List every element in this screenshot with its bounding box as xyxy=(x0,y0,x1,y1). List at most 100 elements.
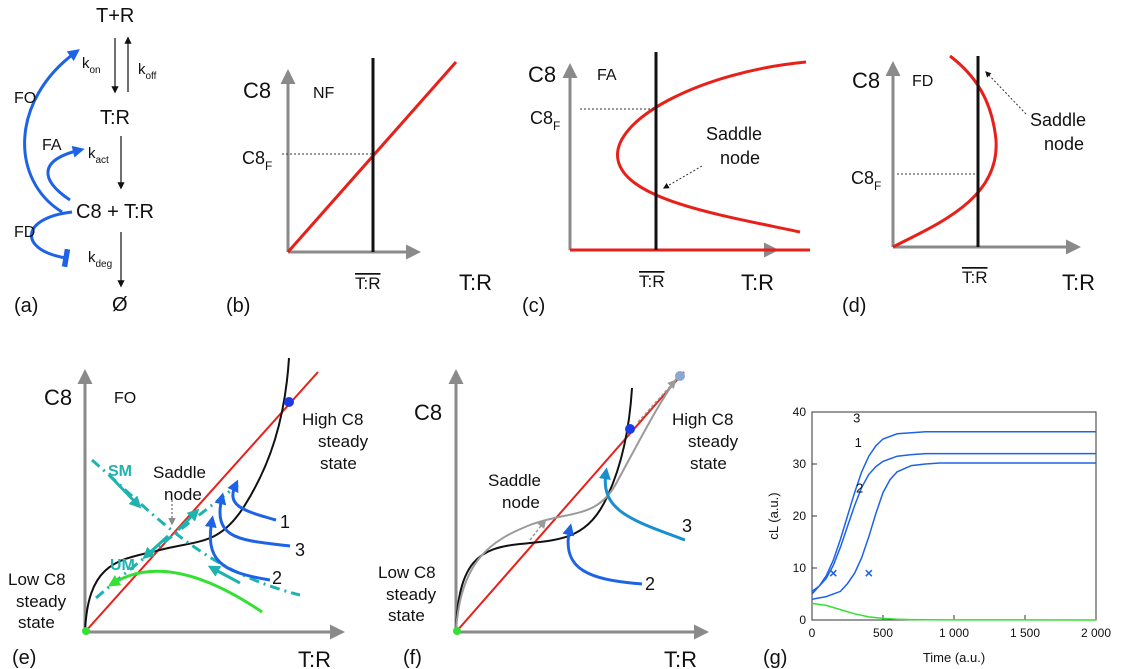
series-marker xyxy=(865,569,873,577)
panel-d-saddle-1: Saddle xyxy=(1030,110,1086,130)
panel-a-product: C8 + T:R xyxy=(76,201,154,223)
panel-e-traj-1 xyxy=(227,479,277,522)
panel-e-sm-label: SM xyxy=(108,463,132,480)
panel-e-sm-arrow-2 xyxy=(207,565,241,585)
panel-a-koff: koff xyxy=(138,61,157,82)
panel-a-tr-sum: T+R xyxy=(96,5,134,27)
panel-g-chart: 0 10 20 30 40 0 500 1 000 1 500 2 000 3 1 2 Time (… xyxy=(763,405,1111,669)
x-tick-label: 1 000 xyxy=(939,626,969,640)
panel-c-x-label: T:R xyxy=(741,270,774,295)
panel-e-low-point xyxy=(82,627,90,635)
panel-e-um-arrow-1 xyxy=(142,534,170,560)
panel-c: C8 FA C8F Saddle node T:R T:R (c) xyxy=(522,52,810,317)
panel-d-saddle-pointer xyxy=(985,71,1027,115)
panel-e-high-3: state xyxy=(320,454,357,473)
panel-e-high-point xyxy=(284,397,294,407)
x-tick-label: 1 500 xyxy=(1010,626,1040,640)
panel-f-low-3: state xyxy=(388,606,425,625)
y-tick-label: 30 xyxy=(793,457,807,471)
panel-d-x-label: T:R xyxy=(1062,270,1095,295)
panel-g-series xyxy=(811,431,1097,621)
panel-e-letter: (e) xyxy=(12,647,36,669)
panel-b-y-label: C8 xyxy=(243,78,271,103)
panel-e-saddle-2: node xyxy=(164,485,202,504)
panel-e-y-label: C8 xyxy=(44,385,72,410)
panel-f-low-2: steady xyxy=(386,585,437,604)
panel-e-low-3: state xyxy=(18,613,55,632)
panel-c-red-fold xyxy=(616,60,807,234)
panel-d: C8 FD C8F Saddle node T:R T:R (d) xyxy=(842,54,1095,317)
panel-a-fd-arc xyxy=(30,210,73,268)
panel-d-letter: (d) xyxy=(842,295,866,317)
panel-f: C8 High C8 steady state Saddle node Low … xyxy=(378,369,739,669)
panel-d-trbar: T:R xyxy=(962,268,988,287)
panel-f-high-1: High C8 xyxy=(672,410,733,429)
panel-a-kon: kon xyxy=(82,55,101,76)
panel-g-labels: 3 1 2 xyxy=(853,410,863,495)
panel-e-traj-1-label: 1 xyxy=(280,512,290,532)
panel-e: C8 FO High C8 steady state Saddle node S… xyxy=(8,357,369,669)
panel-d-saddle-2: node xyxy=(1044,134,1084,154)
panel-c-c8f: C8F xyxy=(530,108,560,133)
panel-a-fa-arc xyxy=(46,145,85,202)
panel-a-fo-label: FO xyxy=(14,90,36,107)
panel-e-high-1: High C8 xyxy=(302,410,363,429)
panel-e-traj-3-label: 3 xyxy=(295,540,305,560)
panel-c-y-label: C8 xyxy=(528,62,556,87)
panel-f-low-1: Low C8 xyxy=(378,563,436,582)
panel-a-fd-label: FD xyxy=(14,224,35,241)
panel-a-kdeg: kdeg xyxy=(88,249,112,270)
panel-b-x-label: T:R xyxy=(459,270,492,295)
series-line-green xyxy=(811,602,1097,621)
panel-f-traj-3 xyxy=(598,467,686,542)
series-line-2 xyxy=(811,462,1096,600)
panel-e-saddle-1: Saddle xyxy=(153,463,206,482)
panel-g-y-ticks: 0 10 20 30 40 xyxy=(793,405,817,627)
panel-e-high-2: steady xyxy=(318,432,369,451)
panel-f-high-point-gray xyxy=(675,371,685,381)
panel-a-complex: T:R xyxy=(100,107,130,129)
panel-a: T+R kon koff T:R kact C8 + T:R kdeg Ø FO… xyxy=(14,5,157,317)
panel-f-high-point xyxy=(625,424,635,434)
panel-e-um-label: UM xyxy=(110,557,135,574)
panel-f-saddle-1: Saddle xyxy=(488,471,541,490)
panel-f-traj-2-label: 2 xyxy=(645,574,655,594)
panel-f-shift-arrow xyxy=(637,379,677,423)
panel-g-y-label: cL (a.u.) xyxy=(766,492,781,539)
panel-f-traj-3-label: 3 xyxy=(682,516,692,536)
panel-g-x-label: Time (a.u.) xyxy=(923,650,985,665)
panel-f-red-line xyxy=(455,371,685,633)
panel-f-black-curve xyxy=(455,387,633,633)
panel-a-fa-label: FA xyxy=(42,137,62,154)
x-tick-label: 500 xyxy=(873,626,893,640)
panel-e-traj-2-label: 2 xyxy=(272,568,282,588)
panel-g-x-ticks: 0 500 1 000 1 500 2 000 xyxy=(809,615,1111,640)
panel-e-low-1: Low C8 xyxy=(8,570,66,589)
panel-e-um-arrow-2 xyxy=(176,508,200,532)
series-marker xyxy=(829,569,837,577)
panel-a-kact: kact xyxy=(88,145,109,166)
y-tick-label: 40 xyxy=(793,405,807,419)
panel-f-x-label: T:R xyxy=(664,647,697,669)
panel-e-x-label: T:R xyxy=(298,647,331,669)
series-label: 3 xyxy=(853,410,860,425)
x-tick-label: 0 xyxy=(809,626,816,640)
series-label: 1 xyxy=(855,435,862,450)
panel-b: C8 NF C8F T:R T:R (b) xyxy=(226,58,492,317)
panel-f-high-2: steady xyxy=(688,432,739,451)
panel-e-traj-2 xyxy=(204,515,271,582)
panel-b-letter: (b) xyxy=(226,295,250,317)
panel-b-trbar: T:R xyxy=(355,274,381,293)
panel-a-letter: (a) xyxy=(14,295,38,317)
panel-c-saddle-1: Saddle xyxy=(706,124,762,144)
panel-f-gray-curve xyxy=(455,373,681,633)
panel-e-black-curve xyxy=(84,357,290,633)
y-tick-label: 10 xyxy=(793,561,807,575)
panel-f-low-point xyxy=(453,627,461,635)
panel-e-tag: FO xyxy=(114,390,136,407)
panel-b-tag: NF xyxy=(313,85,335,102)
panel-c-letter: (c) xyxy=(522,295,545,317)
panel-f-high-3: state xyxy=(690,454,727,473)
panel-f-saddle-2: node xyxy=(502,493,540,512)
